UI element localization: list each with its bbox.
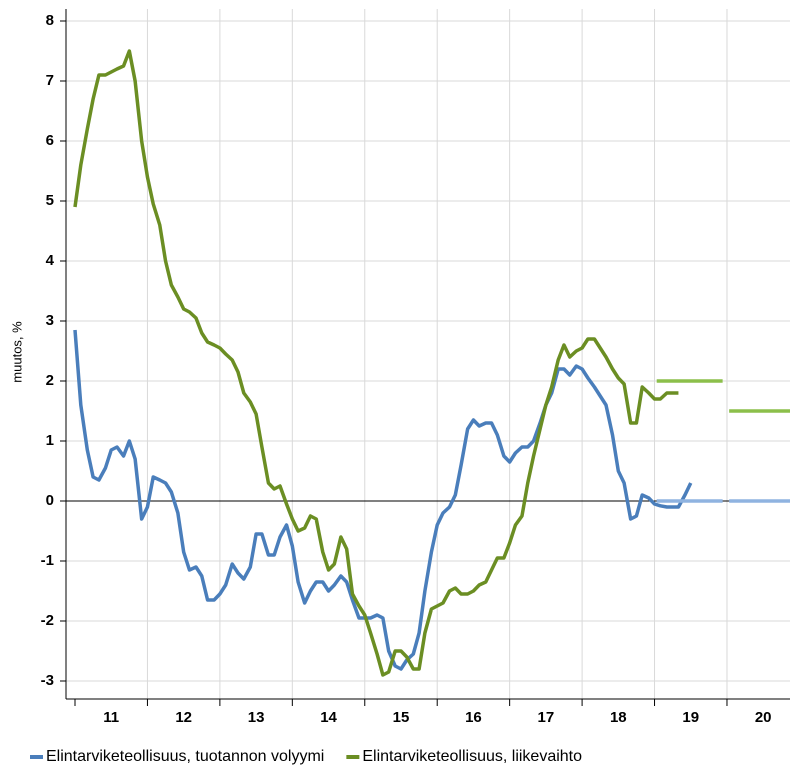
y-tick-label: 6 xyxy=(46,132,54,149)
x-tick-label: 18 xyxy=(610,709,627,726)
x-tick-label: 15 xyxy=(393,709,410,726)
data-line xyxy=(73,49,679,677)
legend-label: Elintarviketeollisuus, tuotannon volyymi xyxy=(46,748,324,765)
y-tick-label: 2 xyxy=(46,372,54,389)
x-tick-label: 19 xyxy=(682,709,699,726)
y-tick-label: 4 xyxy=(46,252,55,269)
x-tick-label: 17 xyxy=(538,709,555,726)
y-tick-label: 8 xyxy=(46,12,54,29)
y-tick-label: 0 xyxy=(46,492,54,509)
x-tick-label: 13 xyxy=(248,709,265,726)
y-tick-label: 3 xyxy=(46,312,54,329)
x-tick-label: 14 xyxy=(320,709,337,726)
x-tick-label: 16 xyxy=(465,709,482,726)
data-line xyxy=(656,379,790,413)
x-tick-label: 11 xyxy=(103,709,119,726)
legend-label: Elintarviketeollisuus, liikevaihto xyxy=(362,748,582,765)
y-tick-label: -1 xyxy=(41,552,54,569)
y-tick-label: 5 xyxy=(46,192,54,209)
y-tick-label: -2 xyxy=(41,612,54,629)
x-tick-label: 20 xyxy=(755,709,772,726)
data-line xyxy=(73,329,693,671)
y-tick-label: -3 xyxy=(41,672,54,689)
y-axis-label: muutos, % xyxy=(9,321,24,383)
y-tick-label: 1 xyxy=(46,432,54,449)
y-tick-label: 7 xyxy=(46,72,54,89)
x-tick-label: 12 xyxy=(175,709,192,726)
